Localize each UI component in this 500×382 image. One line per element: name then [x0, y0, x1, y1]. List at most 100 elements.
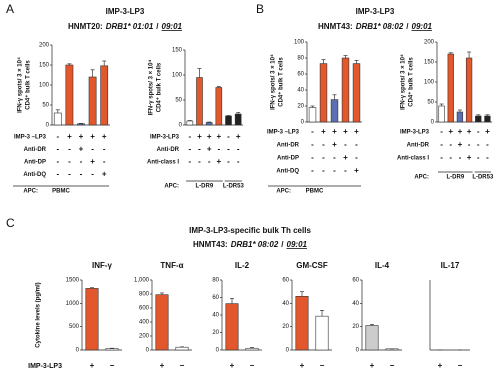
- condition-sign: -: [198, 157, 201, 166]
- separator: /: [281, 240, 284, 249]
- y-axis-label: CD4⁺ bulk T cells: [408, 57, 415, 107]
- bar: [155, 294, 169, 351]
- condition-sign: +: [216, 157, 221, 166]
- condition-sign: -: [333, 166, 336, 175]
- condition-sign: +: [79, 145, 84, 154]
- condition-sign: -: [188, 145, 191, 154]
- x-tick-label: −: [390, 361, 395, 370]
- condition-sign: -: [68, 170, 71, 179]
- condition-sign: -: [227, 132, 230, 141]
- bar: [295, 296, 309, 351]
- condition-sign: +: [102, 132, 107, 141]
- condition-sign: -: [311, 153, 314, 162]
- chart-title: GM-CSF: [296, 261, 328, 270]
- y-tick-label: 200: [139, 334, 150, 340]
- allele: DRB1* 08:02: [231, 240, 279, 249]
- y-tick-label: 40: [212, 313, 219, 319]
- y-axis-label: CD4⁺ bulk T cells: [156, 62, 163, 112]
- y-tick-label: 100: [172, 73, 183, 79]
- condition-label: IMP-3 –LP3: [14, 135, 47, 141]
- row-label: IMP-3-LP3: [28, 363, 62, 370]
- bar: [456, 111, 464, 123]
- y-tick-label: 500: [69, 324, 80, 330]
- y-tick-label: 80: [297, 56, 304, 62]
- apc-label: APC:: [414, 175, 429, 181]
- allele: 09:01: [287, 240, 308, 249]
- condition-sign: -: [355, 140, 358, 149]
- condition-sign: +: [236, 132, 241, 141]
- panel-subtitle: HNMT43: DRB1* 08:02/09:01: [318, 22, 432, 31]
- condition-sign: +: [485, 127, 490, 136]
- y-tick-label: 100: [294, 40, 305, 46]
- condition-label: Anti-DR: [407, 143, 430, 149]
- bar: [352, 63, 361, 123]
- x-tick-label: +: [438, 361, 443, 370]
- y-tick-label: 60: [212, 295, 219, 301]
- allele: DRB1* 01:01: [106, 22, 154, 31]
- condition-sign: -: [56, 157, 59, 166]
- y-axis-label: IFN-γ spots/ 3 × 10⁴: [271, 54, 277, 110]
- condition-sign: +: [197, 132, 202, 141]
- condition-sign: -: [322, 153, 325, 162]
- y-tick-label: 60: [352, 278, 359, 284]
- sample: HNMT20:: [68, 22, 103, 31]
- bar: [65, 64, 74, 126]
- condition-sign: -: [322, 140, 325, 149]
- y-axis-label: IFN-γ spots/ 3 × 10⁴: [18, 57, 24, 113]
- condition-sign: -: [477, 140, 480, 149]
- condition-sign: -: [237, 145, 240, 154]
- bar: [475, 115, 482, 123]
- bar: [205, 122, 213, 126]
- bar: [447, 53, 454, 123]
- panel-title: IMP-3-LP3: [106, 7, 145, 16]
- separator: /: [156, 22, 159, 31]
- condition-sign: -: [217, 145, 220, 154]
- y-axis-label: Cytokine levels (pg/ml): [36, 282, 42, 347]
- condition-sign: -: [56, 170, 59, 179]
- bar: [175, 346, 189, 351]
- condition-sign: -: [477, 127, 480, 136]
- apc-group: L-DR53: [223, 184, 245, 190]
- y-tick-label: 150: [39, 63, 50, 69]
- y-tick-label: 0: [431, 120, 435, 126]
- y-tick-label: 20: [352, 324, 359, 330]
- y-tick-label: 0: [286, 348, 290, 354]
- condition-sign: -: [237, 157, 240, 166]
- condition-label: Anti-DR: [24, 147, 47, 153]
- condition-label: Anti-DP: [277, 156, 299, 162]
- y-tick-label: 0: [216, 348, 220, 354]
- y-tick-label: 80: [212, 278, 219, 284]
- y-tick-label: 0: [146, 348, 150, 354]
- bar: [225, 115, 232, 126]
- condition-sign: -: [188, 132, 191, 141]
- condition-sign: +: [343, 127, 348, 136]
- condition-sign: -: [68, 145, 71, 154]
- bar: [484, 115, 491, 123]
- condition-label: Anti-DQ: [276, 169, 299, 175]
- chart-title: IL-2: [235, 261, 250, 270]
- x-tick-label: −: [180, 361, 185, 370]
- allele: 09:01: [162, 22, 183, 31]
- x-tick-label: +: [230, 361, 235, 370]
- x-tick-label: +: [300, 361, 305, 370]
- condition-label: Anti-class I: [147, 160, 179, 166]
- condition-label: Anti-DR: [157, 147, 180, 153]
- sample: HNMT43:: [193, 240, 228, 249]
- condition-sign: +: [79, 132, 84, 141]
- x-tick-label: +: [370, 361, 375, 370]
- condition-sign: -: [227, 157, 230, 166]
- condition-sign: -: [440, 153, 443, 162]
- condition-sign: +: [332, 140, 337, 149]
- y-tick-label: 100: [39, 83, 50, 89]
- y-tick-label: 200: [424, 40, 435, 46]
- condition-sign: -: [311, 140, 314, 149]
- x-tick-label: +: [90, 361, 95, 370]
- bar: [186, 120, 194, 126]
- bar: [196, 77, 203, 126]
- y-tick-label: 1000: [66, 301, 80, 307]
- y-tick-label: 60: [282, 278, 289, 284]
- condition-sign: -: [344, 166, 347, 175]
- apc-label: APC:: [276, 189, 291, 195]
- y-tick-label: 60: [297, 72, 304, 78]
- bar: [85, 288, 99, 351]
